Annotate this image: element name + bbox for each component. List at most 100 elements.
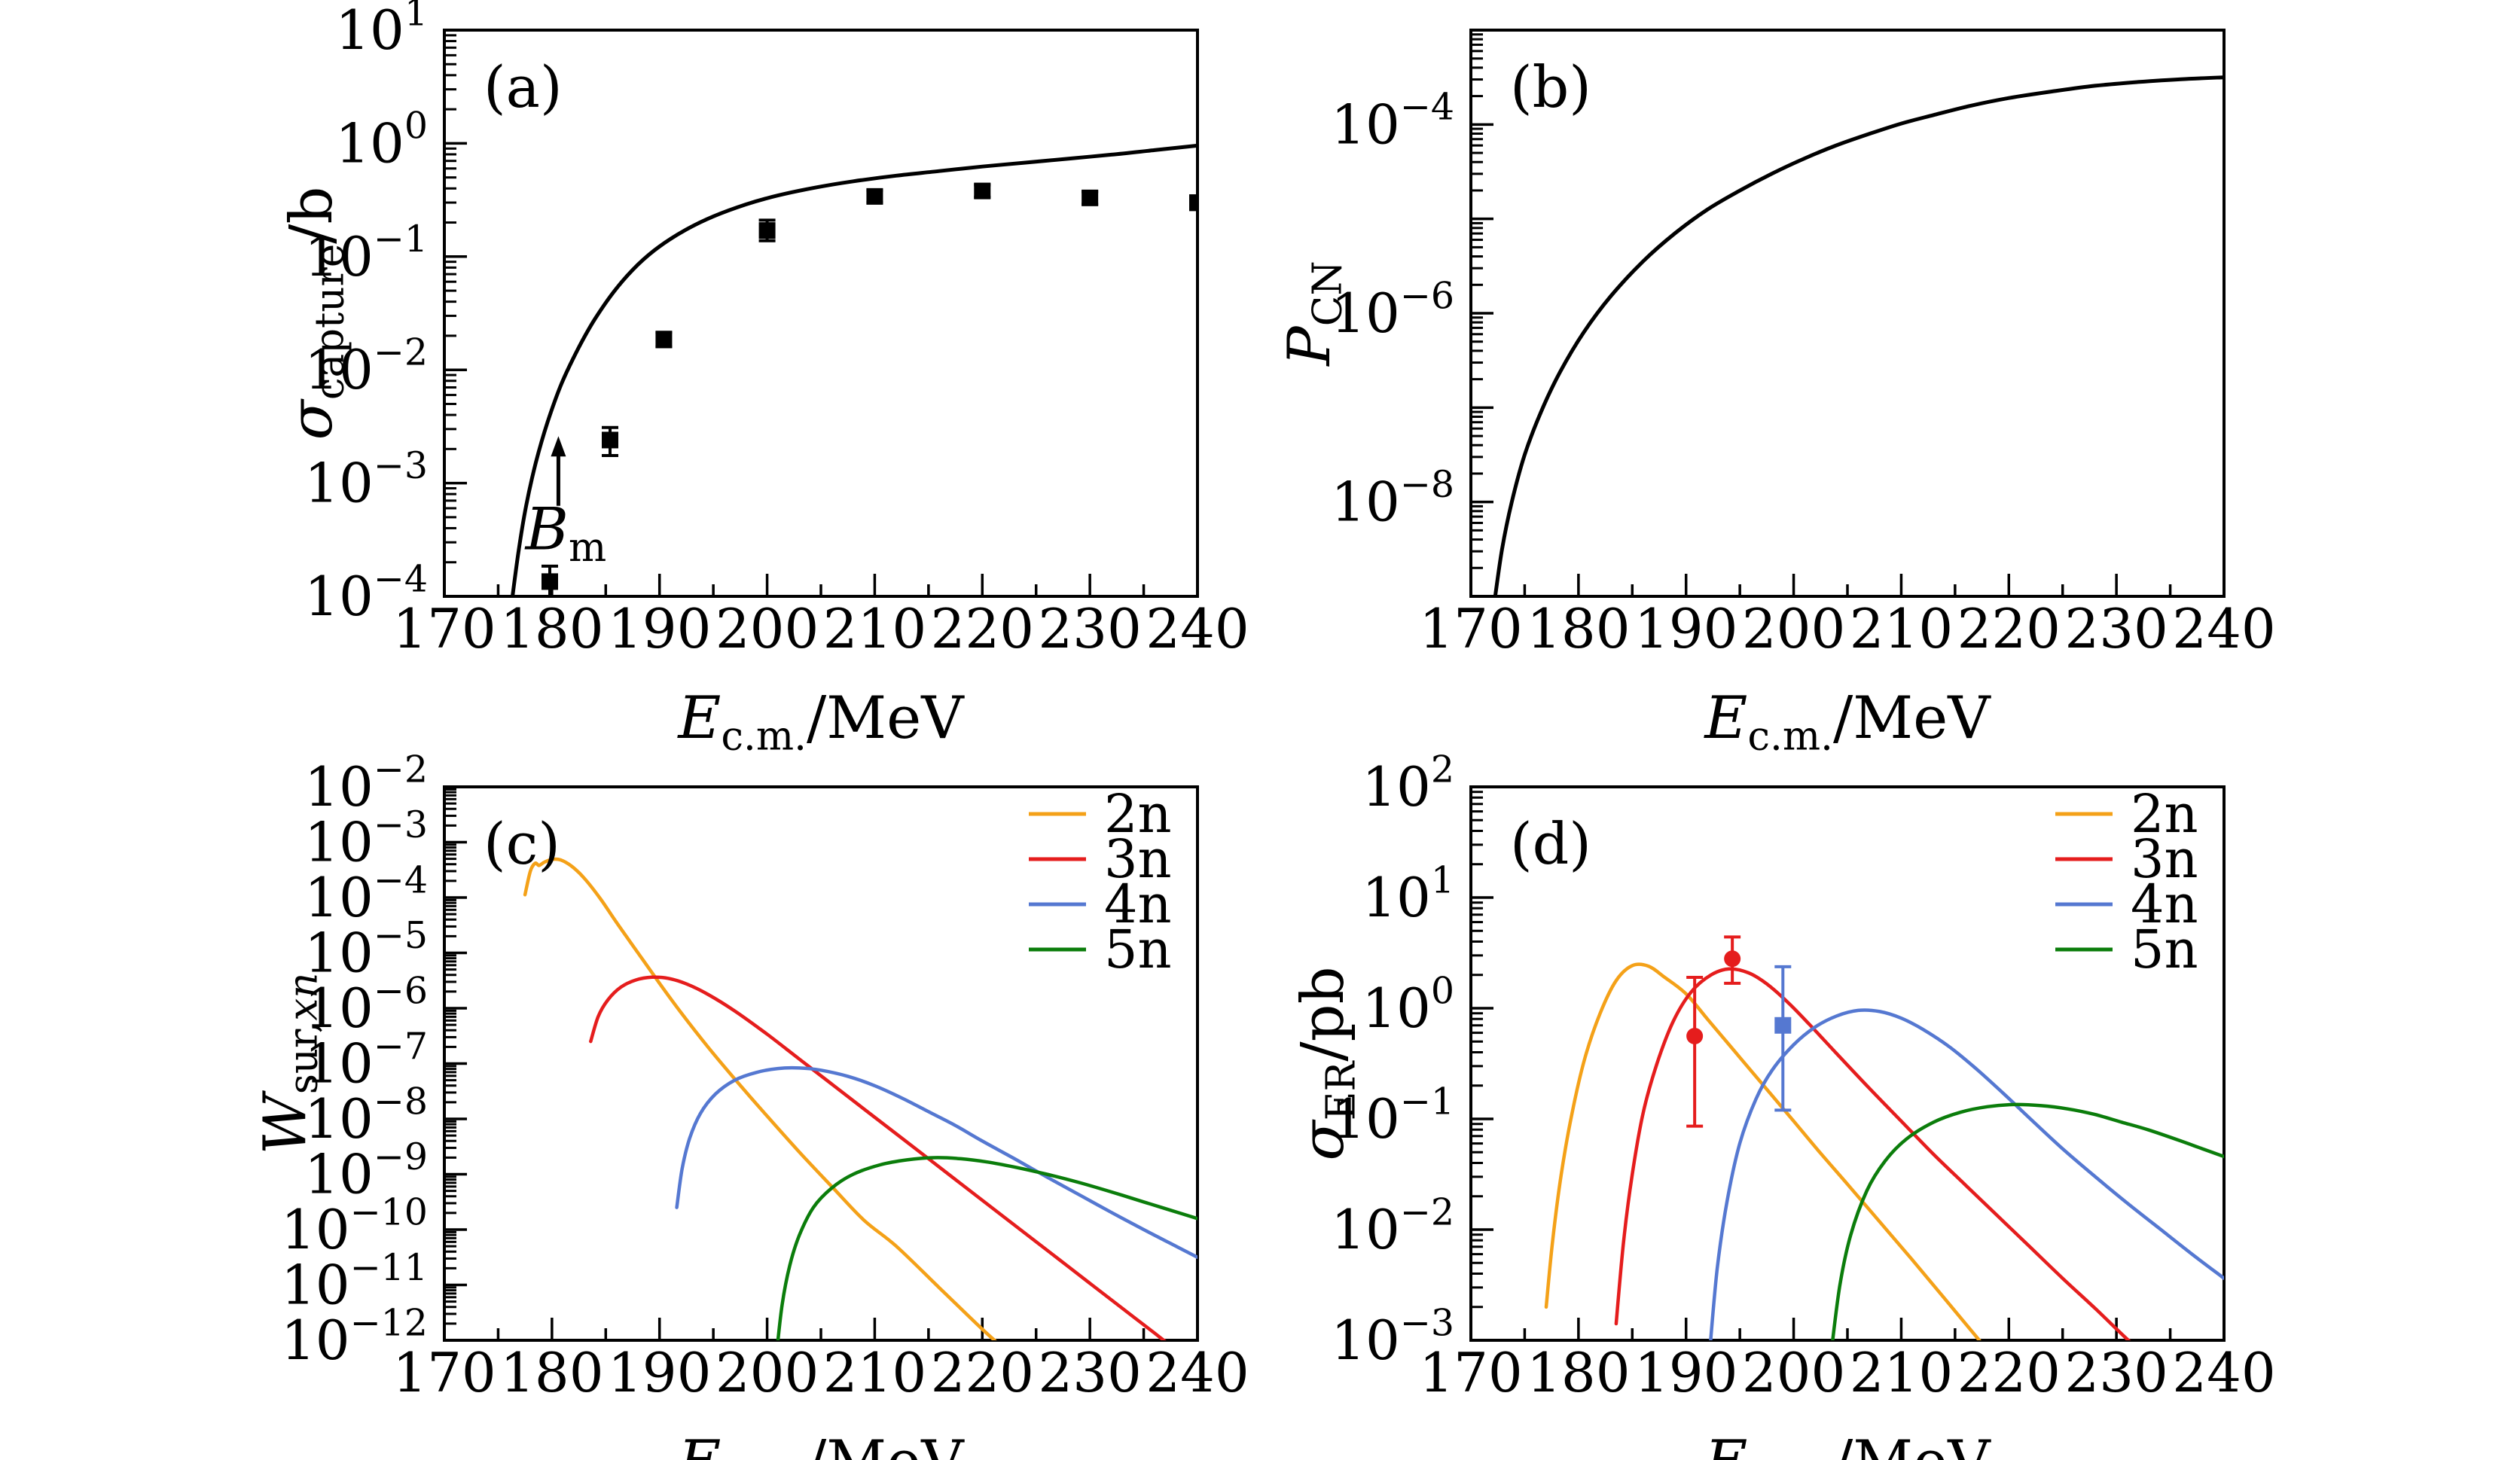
- data-point: [1724, 935, 1741, 985]
- x-tick-label: 180: [1527, 1341, 1630, 1404]
- data-point: [542, 564, 558, 596]
- marker-circle: [1724, 950, 1741, 968]
- curve-fusion-probability: [1493, 75, 2224, 596]
- x-tick-label: 170: [392, 1341, 496, 1404]
- x-tick-label: 220: [931, 597, 1034, 660]
- y-tick-label: 101: [1362, 858, 1454, 929]
- x-tick-label: 210: [823, 1341, 926, 1404]
- curve-3n: [589, 975, 1167, 1340]
- y-tick-label: 10−1: [304, 218, 428, 288]
- curve-5n: [1831, 1102, 2224, 1340]
- data-point: [758, 218, 776, 242]
- marker-square: [1189, 194, 1197, 212]
- legend-label-2n: 2n: [1104, 783, 1172, 845]
- data-point: [1686, 976, 1704, 1128]
- annotation-arrow-head: [551, 436, 566, 457]
- x-tick-label: 230: [2064, 597, 2168, 660]
- y-tick-label: 10−8: [304, 1080, 428, 1151]
- x-tick-label: 180: [500, 1341, 603, 1404]
- panel-d: 170 180 190 200 210 220 230 240 102 101 100 10−1 10−…: [1289, 748, 2276, 1460]
- curve-2n: [1544, 962, 1982, 1340]
- legend-label-3n: 3n: [1104, 828, 1172, 890]
- x-tick-label: 230: [2064, 1341, 2168, 1404]
- marker-square: [1774, 1017, 1792, 1034]
- y-tick-label: 10−5: [304, 914, 428, 985]
- panel-tag: (b): [1510, 53, 1591, 120]
- x-tick-label: 200: [1742, 597, 1845, 660]
- y-axis: 102 101 100 10−1 10−2 10−3: [1331, 748, 1493, 1372]
- x-tick-label: 210: [1850, 597, 1953, 660]
- y-axis-label: PCN: [1276, 261, 1351, 367]
- marker-square: [602, 431, 618, 449]
- x-tick-label: 230: [1038, 1341, 1141, 1404]
- x-tick-label: 180: [1527, 597, 1630, 660]
- y-tick-label: 100: [335, 105, 428, 175]
- curve-capture-model: [510, 143, 1197, 596]
- x-axis-label: Ec.m./MeV: [1703, 684, 1991, 760]
- x-axis: 170 180 190 200 210 220 230 240: [1419, 574, 2276, 660]
- y-tick-label: 10−6: [1331, 274, 1454, 345]
- legend-label-2n: 2n: [2131, 783, 2198, 845]
- x-tick-label: 240: [2172, 597, 2275, 660]
- y-tick-label: 10−1: [1331, 1080, 1454, 1151]
- y-tick-label: 10−2: [1331, 1190, 1454, 1261]
- x-axis-label: Ec.m./MeV: [1703, 1428, 1991, 1460]
- x-tick-label: 190: [1634, 1341, 1737, 1404]
- data-point: [866, 187, 883, 205]
- x-tick-label: 220: [1957, 1341, 2061, 1404]
- data-point: [655, 331, 673, 349]
- y-tick-label: 10−4: [304, 557, 428, 628]
- x-tick-label: 170: [392, 597, 496, 660]
- y-tick-label: 10−7: [304, 1025, 428, 1096]
- y-tick-label: 10−4: [304, 858, 428, 929]
- curve-3n: [1614, 967, 2131, 1340]
- x-axis: 170 180 190 200 210 220 230 240: [392, 574, 1249, 660]
- x-tick-label: 240: [1146, 597, 1249, 660]
- panel-c: 170 180 190 200 210 220 230 24010−210−310−410−5…: [252, 748, 1249, 1460]
- y-axis: 10−210−310−410−510−610−710−810−910−1010−…: [281, 748, 467, 1372]
- x-tick-label: 190: [1634, 597, 1737, 660]
- y-axis: 101 100 10−1 10−2 10−3 10−4: [304, 0, 467, 628]
- marker-square: [655, 331, 673, 349]
- y-tick-label: 10−8: [1331, 463, 1454, 534]
- legend-label-4n: 4n: [1104, 873, 1172, 935]
- y-axis-label: Wsur,xn: [252, 973, 327, 1155]
- y-tick-label: 100: [1362, 969, 1454, 1040]
- x-tick-label: 210: [1850, 1341, 1953, 1404]
- y-tick-label: 10−3: [304, 444, 428, 515]
- x-tick-label: 170: [1419, 1341, 1522, 1404]
- annotation-label: Bm: [524, 496, 607, 572]
- x-tick-label: 200: [1742, 1341, 1845, 1404]
- x-tick-label: 220: [931, 1341, 1034, 1404]
- curve-4n: [675, 1065, 1197, 1260]
- data-point: [1189, 194, 1197, 212]
- y-tick-label: 10−2: [304, 331, 428, 402]
- x-tick-label: 170: [1419, 597, 1522, 660]
- x-tick-label: 240: [1146, 1341, 1249, 1404]
- y-tick-label: 10−9: [304, 1135, 428, 1206]
- y-tick-label: 10−10: [281, 1190, 428, 1261]
- legend-label-4n: 4n: [2131, 873, 2198, 935]
- y-axis-label: σER/pb: [1289, 967, 1365, 1161]
- marker-square: [1082, 189, 1099, 206]
- y-tick-label: 10−2: [304, 748, 428, 818]
- x-tick-label: 240: [2172, 1341, 2275, 1404]
- y-tick-label: 10−11: [281, 1246, 428, 1317]
- y-tick-label: 10−3: [304, 803, 428, 874]
- x-axis: 170 180 190 200 210 220 230 240: [392, 1318, 1249, 1404]
- curve-5n: [776, 1156, 1197, 1340]
- curve-2n: [523, 857, 997, 1340]
- panel-a: 170 180 190 200 210 220 230 24010110010−110−210…: [278, 0, 1249, 760]
- x-tick-label: 190: [608, 1341, 711, 1404]
- panel-b: 170 180 190 200 210 220 230 240 10−4 10−6 10−8 (b) E…: [1276, 29, 2276, 760]
- y-tick-label: 102: [1362, 748, 1454, 818]
- data-point: [1774, 965, 1792, 1112]
- x-tick-label: 210: [823, 597, 926, 660]
- legend-label-3n: 3n: [2131, 828, 2198, 890]
- legend-label-5n: 5n: [1104, 919, 1172, 980]
- x-tick-label: 200: [715, 597, 819, 660]
